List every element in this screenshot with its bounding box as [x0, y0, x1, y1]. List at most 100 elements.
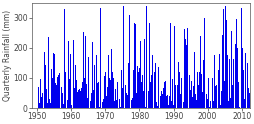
Bar: [129, 98, 130, 108]
Bar: [190, 81, 191, 108]
Bar: [124, 96, 125, 108]
Bar: [222, 85, 223, 108]
Bar: [126, 95, 127, 108]
Bar: [145, 6, 146, 108]
Bar: [49, 99, 50, 108]
Bar: [37, 55, 38, 108]
Bar: [197, 85, 198, 108]
Bar: [231, 85, 232, 108]
Bar: [199, 60, 200, 108]
Bar: [209, 101, 210, 108]
Bar: [153, 55, 154, 108]
Bar: [52, 78, 53, 108]
Bar: [134, 24, 135, 108]
Bar: [98, 82, 99, 108]
Bar: [170, 98, 171, 108]
Bar: [160, 96, 161, 108]
Bar: [55, 83, 56, 108]
Bar: [116, 82, 117, 108]
Bar: [73, 40, 74, 108]
Bar: [163, 82, 164, 108]
Bar: [121, 88, 122, 108]
Bar: [233, 92, 234, 108]
Bar: [174, 85, 175, 108]
Bar: [138, 68, 139, 108]
Bar: [45, 65, 46, 108]
Bar: [77, 99, 78, 108]
Bar: [148, 91, 149, 108]
Bar: [96, 55, 97, 108]
Bar: [60, 81, 61, 108]
Bar: [236, 48, 237, 108]
Bar: [94, 59, 95, 108]
Bar: [83, 88, 84, 108]
Bar: [78, 90, 79, 108]
Bar: [228, 73, 229, 108]
Bar: [152, 95, 153, 108]
Bar: [102, 102, 103, 108]
Bar: [118, 56, 119, 108]
Bar: [67, 100, 68, 108]
Bar: [99, 8, 100, 108]
Bar: [88, 85, 89, 108]
Bar: [235, 19, 236, 108]
Bar: [210, 65, 211, 108]
Bar: [57, 77, 58, 108]
Bar: [178, 72, 179, 108]
Bar: [50, 103, 51, 108]
Bar: [113, 78, 114, 108]
Bar: [185, 45, 186, 108]
Bar: [108, 55, 109, 108]
Bar: [227, 101, 228, 108]
Bar: [156, 106, 157, 108]
Bar: [139, 41, 140, 108]
Bar: [110, 49, 111, 108]
Bar: [146, 86, 147, 108]
Bar: [213, 55, 214, 108]
Bar: [59, 80, 60, 108]
Bar: [125, 85, 126, 108]
Bar: [200, 74, 201, 108]
Bar: [123, 52, 124, 108]
Bar: [196, 72, 197, 108]
Bar: [74, 88, 75, 108]
Bar: [111, 72, 112, 108]
Bar: [212, 101, 213, 108]
Bar: [112, 6, 113, 108]
Bar: [167, 105, 168, 108]
Bar: [69, 79, 70, 108]
Bar: [204, 90, 205, 108]
Bar: [158, 93, 159, 108]
Bar: [180, 78, 181, 108]
Bar: [206, 94, 207, 108]
Bar: [86, 84, 87, 108]
Bar: [43, 74, 44, 108]
Bar: [114, 101, 115, 108]
Bar: [191, 97, 192, 108]
Bar: [46, 89, 47, 108]
Bar: [141, 59, 142, 108]
Bar: [80, 91, 81, 108]
Bar: [128, 15, 129, 108]
Bar: [211, 93, 212, 108]
Bar: [208, 107, 209, 108]
Bar: [247, 88, 248, 108]
Bar: [230, 31, 231, 108]
Bar: [159, 84, 160, 108]
Bar: [63, 104, 64, 108]
Bar: [93, 65, 94, 108]
Bar: [224, 6, 225, 108]
Bar: [155, 102, 156, 108]
Bar: [226, 55, 227, 108]
Bar: [175, 43, 176, 108]
Bar: [201, 92, 202, 108]
Bar: [154, 72, 155, 108]
Bar: [122, 6, 123, 108]
Bar: [229, 98, 230, 108]
Bar: [244, 53, 245, 108]
Bar: [151, 55, 152, 108]
Y-axis label: Quarterly Rainfall (mm): Quarterly Rainfall (mm): [3, 10, 12, 101]
Bar: [84, 78, 85, 108]
Bar: [194, 52, 195, 108]
Bar: [192, 86, 193, 108]
